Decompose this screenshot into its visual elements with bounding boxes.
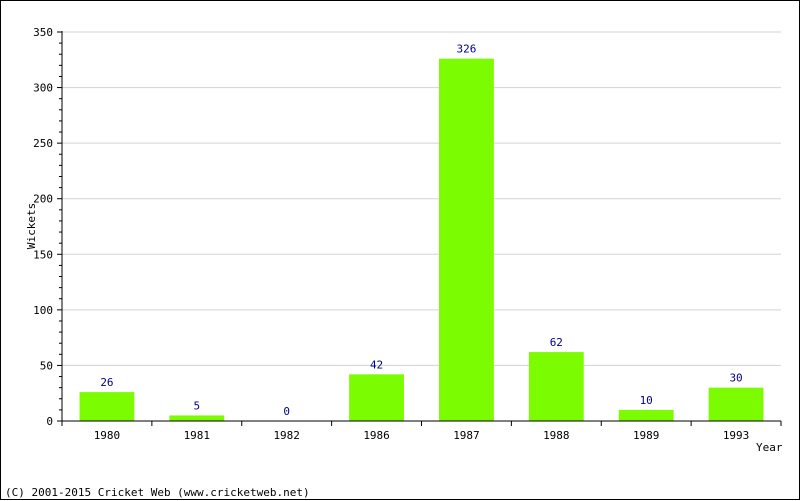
axes bbox=[57, 31, 782, 426]
data-label-1987: 326 bbox=[457, 43, 477, 56]
data-label-1980: 26 bbox=[100, 376, 113, 389]
bar-1981 bbox=[169, 415, 225, 421]
y-tick-label-150: 150 bbox=[33, 248, 53, 261]
data-label-1982: 0 bbox=[283, 405, 290, 418]
grid-lines bbox=[62, 31, 781, 366]
labels: 0 50 100 150 200 250 300 350 26 1980 5 1981 0 1982 42 1… bbox=[33, 26, 749, 442]
copyright-footer: (C) 2001-2015 Cricket Web (www.cricketwe… bbox=[5, 486, 310, 499]
y-tick-label-250: 250 bbox=[33, 137, 53, 150]
bar-1993 bbox=[708, 387, 764, 421]
y-tick-label-200: 200 bbox=[33, 193, 53, 206]
data-label-1989: 10 bbox=[640, 394, 653, 407]
y-tick-label-350: 350 bbox=[33, 26, 53, 39]
x-tick-label-1993: 1993 bbox=[723, 429, 750, 442]
x-tick-label-1980: 1980 bbox=[94, 429, 121, 442]
y-tick-label-0: 0 bbox=[46, 415, 53, 428]
y-axis-title: Wickets bbox=[25, 203, 38, 249]
y-tick-label-50: 50 bbox=[40, 359, 53, 372]
bar-1986 bbox=[349, 374, 404, 421]
bar-1989 bbox=[618, 409, 674, 421]
bars bbox=[79, 58, 764, 421]
bar-1980 bbox=[79, 392, 135, 421]
data-label-1981: 5 bbox=[194, 399, 201, 412]
x-tick-label-1981: 1981 bbox=[184, 429, 211, 442]
x-tick-label-1982: 1982 bbox=[273, 429, 300, 442]
x-tick-label-1988: 1988 bbox=[543, 429, 570, 442]
data-label-1986: 42 bbox=[370, 358, 383, 371]
data-label-1993: 30 bbox=[729, 372, 742, 385]
x-tick-label-1989: 1989 bbox=[633, 429, 660, 442]
x-axis-title: Year bbox=[756, 441, 783, 454]
bar-1988 bbox=[528, 352, 584, 421]
x-tick-label-1986: 1986 bbox=[363, 429, 390, 442]
y-tick-label-100: 100 bbox=[33, 304, 53, 317]
y-tick-label-300: 300 bbox=[33, 82, 53, 95]
data-label-1988: 62 bbox=[550, 336, 563, 349]
x-tick-label-1987: 1987 bbox=[453, 429, 480, 442]
bar-1987 bbox=[439, 58, 494, 421]
